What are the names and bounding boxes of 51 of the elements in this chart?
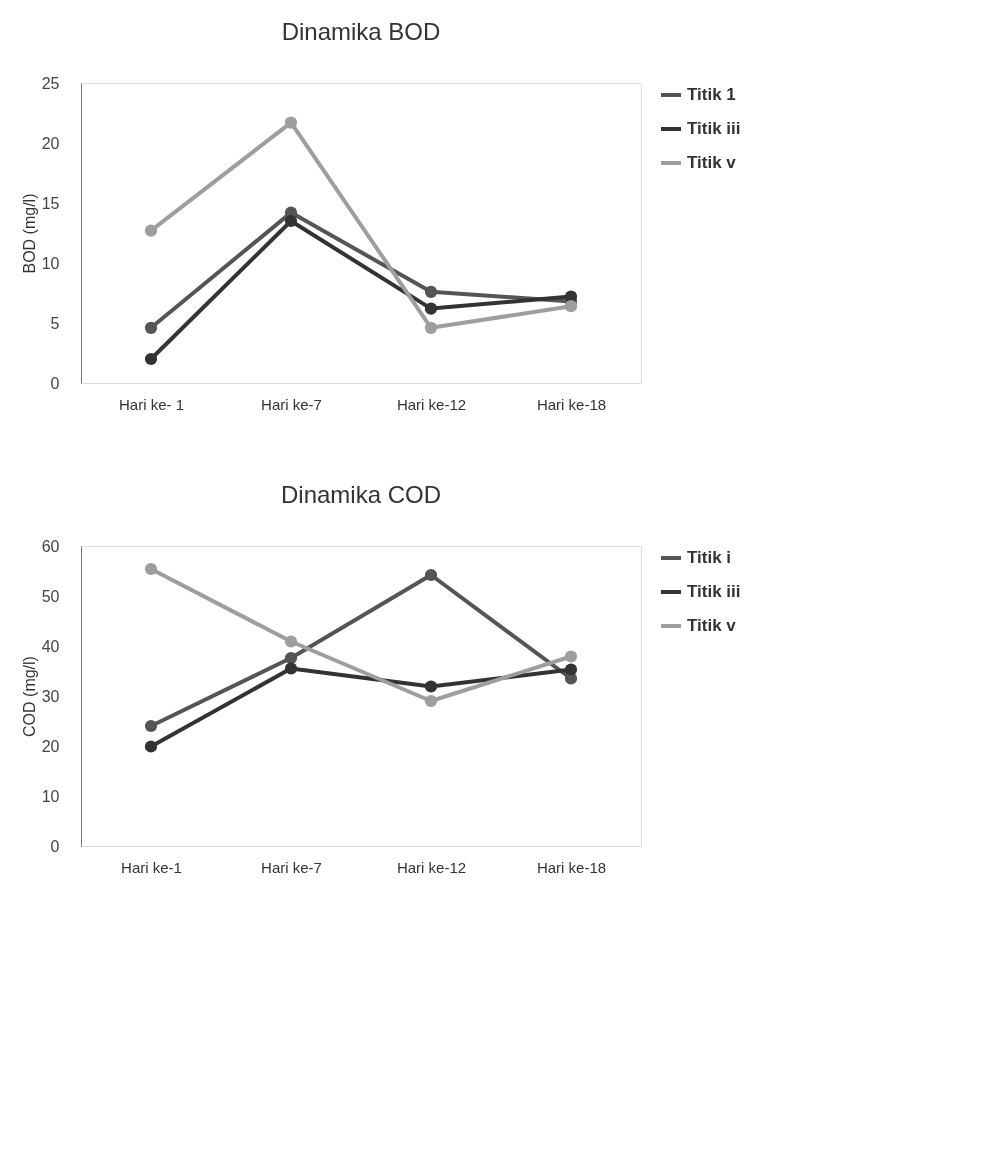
point <box>284 214 298 228</box>
y-tick-label: 20 <box>41 737 60 755</box>
y-tick-label: 50 <box>41 587 60 605</box>
x-tick-label: Hari ke-12 <box>396 858 467 876</box>
point <box>424 285 438 298</box>
y-tick-label: 20 <box>41 134 60 152</box>
point <box>424 694 438 708</box>
point <box>424 321 438 334</box>
legend-label: Titik i <box>687 548 732 567</box>
point <box>144 740 158 753</box>
y-tick-label: 0 <box>50 374 60 392</box>
point <box>144 562 158 576</box>
point <box>144 224 158 237</box>
legend-label: Titik iii <box>687 582 741 601</box>
point <box>284 635 298 648</box>
x-tick-label: Hari ke-18 <box>536 395 607 413</box>
x-tick-label: Hari ke-7 <box>261 395 322 413</box>
point <box>424 302 438 315</box>
point <box>564 650 578 663</box>
y-tick-label: 40 <box>41 637 60 655</box>
y-tick-label: 25 <box>41 74 60 92</box>
y-tick-label: 10 <box>41 254 60 272</box>
point <box>284 662 298 675</box>
y-tick-label: 0 <box>50 837 60 855</box>
point <box>144 352 158 366</box>
chart-title: Dinamika COD <box>280 481 442 508</box>
y-tick-label: 30 <box>41 687 60 705</box>
y-tick-label: 10 <box>41 787 60 805</box>
legend-label: Titik iii <box>687 119 741 138</box>
legend-label: Titik 1 <box>687 85 736 104</box>
point <box>284 651 298 665</box>
y-tick-label: 15 <box>41 194 60 212</box>
legend-label: Titik v <box>687 616 737 635</box>
legend-label: Titik v <box>687 153 737 172</box>
point <box>144 321 158 334</box>
x-tick-label: Hari ke-1 <box>121 858 182 876</box>
y-axis-title: COD (mg/l) <box>20 656 38 737</box>
y-axis-title: BOD (mg/l) <box>20 193 38 274</box>
x-tick-label: Hari ke-12 <box>396 395 467 413</box>
y-tick-label: 60 <box>41 537 60 555</box>
x-tick-label: Hari ke-18 <box>536 858 607 876</box>
y-tick-label: 5 <box>50 314 60 332</box>
x-tick-label: Hari ke-7 <box>261 858 322 876</box>
point <box>284 116 298 129</box>
point <box>424 680 438 693</box>
point <box>564 300 578 313</box>
point <box>144 719 158 733</box>
point <box>424 568 438 582</box>
chart-title: Dinamika BOD <box>281 18 441 45</box>
point <box>564 663 578 676</box>
x-tick-label: Hari ke- 1 <box>118 395 185 413</box>
